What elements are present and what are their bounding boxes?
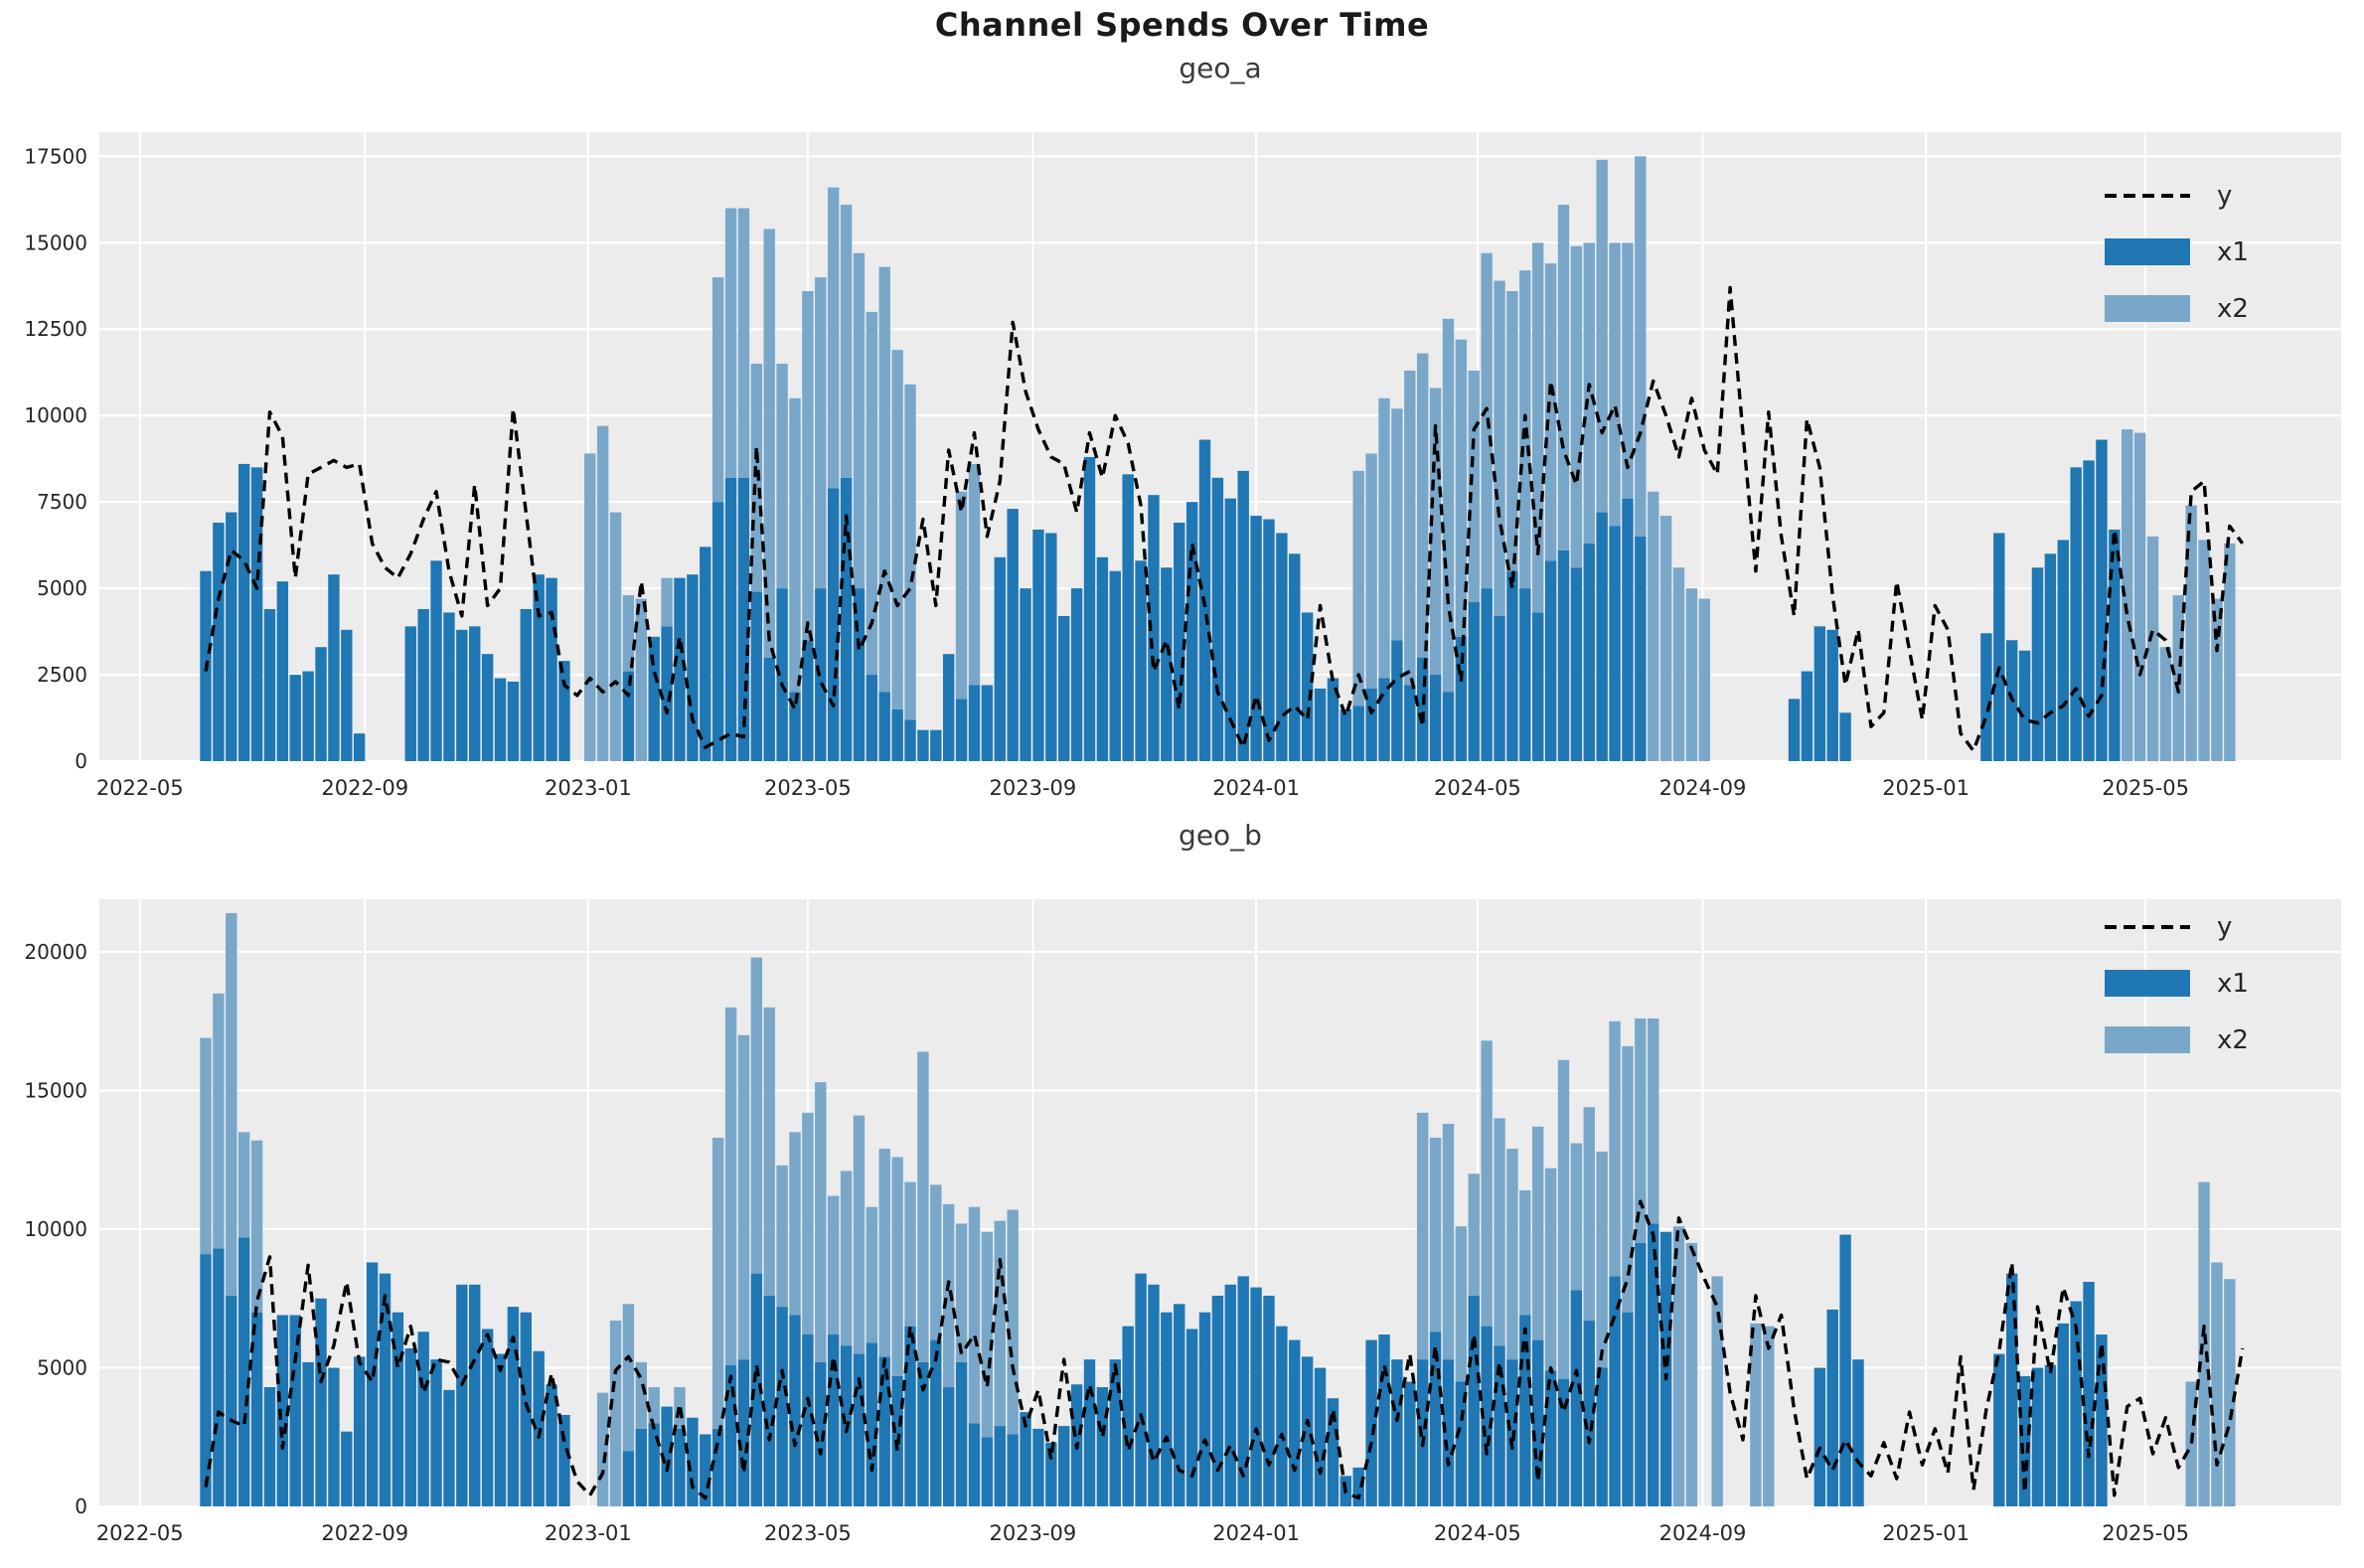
legend-label-x2: x2 bbox=[2217, 1024, 2249, 1055]
geo_b-xtick: 2025-05 bbox=[2102, 1521, 2189, 1545]
geo_b-xtick: 2025-01 bbox=[1882, 1521, 1970, 1545]
legend-label-y: y bbox=[2217, 911, 2233, 942]
legend-item-x1: x1 bbox=[2105, 955, 2249, 1012]
geo_b-x1-bars bbox=[200, 1223, 2108, 1506]
geo_a-ytick: 0 bbox=[75, 749, 87, 773]
subplot-title-geo-a: geo_a bbox=[1179, 52, 1262, 84]
legend-geo-a: y x1 x2 bbox=[2105, 167, 2249, 337]
subplot-geo_a: 0 2500 5000 7500 10000 12500 15000 17500 2022-05… bbox=[24, 132, 2341, 800]
legend-line-swatch-y bbox=[2105, 193, 2190, 198]
legend-item-x2: x2 bbox=[2105, 1012, 2249, 1068]
geo_a-xtick: 2022-09 bbox=[321, 776, 408, 800]
geo_b-ytick: 15000 bbox=[24, 1079, 87, 1103]
geo_a-xtick: 2023-01 bbox=[545, 776, 632, 800]
legend-swatch-x1 bbox=[2105, 238, 2190, 265]
geo_a-y-line bbox=[204, 285, 2245, 753]
geo_b-x2-bars bbox=[200, 912, 2236, 1506]
legend-item-y: y bbox=[2105, 898, 2249, 955]
legend-label-y: y bbox=[2217, 180, 2233, 211]
legend-geo-b: y x1 x2 bbox=[2105, 898, 2249, 1068]
subplot-geo_b: 0 5000 10000 15000 20000 2022-05 2022-09 2023-0… bbox=[24, 899, 2341, 1545]
geo_a-xtick: 2022-05 bbox=[96, 776, 184, 800]
geo_b-xtick: 2024-05 bbox=[1434, 1521, 1521, 1545]
figure-title: Channel Spends Over Time bbox=[934, 6, 1430, 44]
geo_b-y-line bbox=[204, 1199, 2245, 1500]
legend-label-x1: x1 bbox=[2217, 236, 2249, 267]
geo_a-xtick: 2024-09 bbox=[1659, 776, 1747, 800]
geo_b-ytick: 20000 bbox=[24, 940, 87, 964]
geo_a-ytick: 12500 bbox=[24, 317, 87, 341]
geo_b-xtick: 2022-05 bbox=[96, 1521, 184, 1545]
geo_b-ytick: 5000 bbox=[37, 1356, 87, 1380]
geo_a-ytick: 2500 bbox=[37, 663, 87, 687]
geo_a-xtick: 2023-05 bbox=[764, 776, 852, 800]
geo_a-xtick: 2025-01 bbox=[1882, 776, 1970, 800]
legend-swatch-x2 bbox=[2105, 295, 2190, 322]
geo_a-xtick: 2025-05 bbox=[2102, 776, 2189, 800]
legend-item-x2: x2 bbox=[2105, 280, 2249, 337]
legend-item-x1: x1 bbox=[2105, 224, 2249, 280]
geo_a-ytick: 10000 bbox=[24, 403, 87, 427]
geo_a-ytick: 7500 bbox=[37, 490, 87, 514]
legend-line-swatch-y bbox=[2105, 924, 2190, 929]
geo_a-ytick: 5000 bbox=[37, 576, 87, 600]
geo_a-xtick: 2024-01 bbox=[1212, 776, 1300, 800]
geo_a-xtick: 2024-05 bbox=[1434, 776, 1521, 800]
geo_b-xtick: 2023-09 bbox=[990, 1521, 1077, 1545]
legend-swatch-x1 bbox=[2105, 970, 2190, 997]
geo_a-x2-bars bbox=[584, 156, 2236, 761]
geo_b-xtick: 2023-01 bbox=[545, 1521, 632, 1545]
geo_b-xtick: 2023-05 bbox=[764, 1521, 852, 1545]
legend-label-x2: x2 bbox=[2217, 293, 2249, 324]
geo_b-xtick: 2024-01 bbox=[1212, 1521, 1300, 1545]
legend-label-x1: x1 bbox=[2217, 968, 2249, 999]
geo_a-xtick: 2023-09 bbox=[990, 776, 1077, 800]
geo_a-ytick: 17500 bbox=[24, 144, 87, 168]
geo_b-ytick: 10000 bbox=[24, 1217, 87, 1241]
geo_a-ytick: 15000 bbox=[24, 231, 87, 254]
geo_b-xtick: 2022-09 bbox=[321, 1521, 408, 1545]
geo_b-ytick: 0 bbox=[75, 1494, 87, 1518]
legend-swatch-x2 bbox=[2105, 1026, 2190, 1053]
subplot-title-geo-b: geo_b bbox=[1179, 819, 1262, 852]
geo_b-xtick: 2024-09 bbox=[1659, 1521, 1747, 1545]
legend-item-y: y bbox=[2105, 167, 2249, 224]
